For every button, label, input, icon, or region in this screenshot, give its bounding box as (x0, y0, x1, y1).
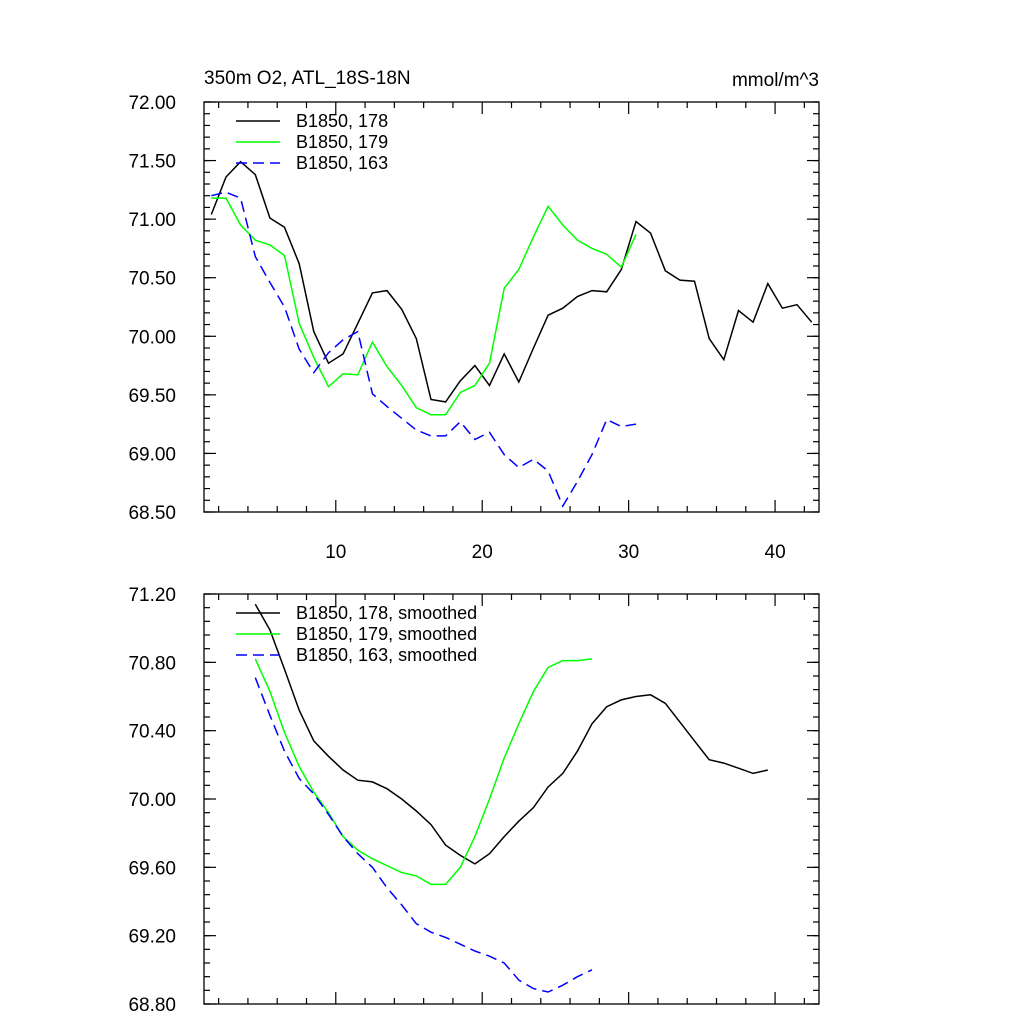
top-legend-label-178: B1850, 178 (296, 111, 388, 131)
top-series-line-179 (211, 197, 637, 416)
top-ytick-label: 70.50 (128, 269, 176, 290)
top-xtick-label: 30 (618, 542, 639, 563)
top-ytick-label: 69.00 (128, 444, 176, 465)
bottom-major-ticks (204, 593, 819, 1005)
top-major-ticks (204, 101, 819, 513)
bottom-series-line-179-smoothed (254, 658, 593, 886)
top-xtick-label: 40 (765, 542, 786, 563)
bottom-series-line-163-smoothed (254, 677, 593, 993)
bottom-legend-label-178: B1850, 178, smoothed (296, 603, 477, 623)
top-units: mmol/m^3 (732, 70, 819, 91)
bottom-legend-label-179: B1850, 179, smoothed (296, 624, 477, 644)
top-panel: 350m O2, ATL_18S-18N mmol/m^3 68.50 69.0… (128, 68, 820, 563)
bottom-ytick-label: 69.60 (128, 858, 176, 879)
bottom-legend: B1850, 178, smoothed B1850, 179, smoothe… (236, 603, 477, 665)
top-title: 350m O2, ATL_18S-18N (204, 68, 411, 89)
top-legend: B1850, 178 B1850, 179 B1850, 163 (236, 111, 388, 173)
top-legend-label-179: B1850, 179 (296, 132, 388, 152)
top-legend-label-163: B1850, 163 (296, 153, 388, 173)
top-ytick-label: 71.00 (128, 210, 176, 231)
top-xtick-label: 20 (472, 542, 493, 563)
top-ytick-label: 72.00 (128, 93, 176, 114)
top-ytick-label: 70.00 (128, 327, 176, 348)
top-ytick-label: 68.50 (128, 503, 176, 524)
bottom-ytick-label: 70.80 (128, 653, 176, 674)
bottom-series-line-178-smoothed (254, 603, 768, 865)
bottom-ytick-label: 70.00 (128, 790, 176, 811)
bottom-legend-label-163: B1850, 163, smoothed (296, 645, 477, 665)
bottom-panel: 68.80 69.20 69.60 70.00 70.40 70.80 71.2… (128, 585, 820, 1016)
top-series-line-163 (211, 191, 637, 508)
top-ytick-label: 71.50 (128, 152, 176, 173)
top-series-line-178 (210, 160, 813, 403)
top-ytick-label: 69.50 (128, 386, 176, 407)
bottom-ytick-label: 70.40 (128, 722, 176, 743)
top-xtick-label: 10 (325, 542, 346, 563)
bottom-ytick-label: 69.20 (128, 927, 176, 948)
bottom-ytick-label: 71.20 (128, 585, 176, 606)
bottom-ytick-label: 68.80 (128, 995, 176, 1016)
